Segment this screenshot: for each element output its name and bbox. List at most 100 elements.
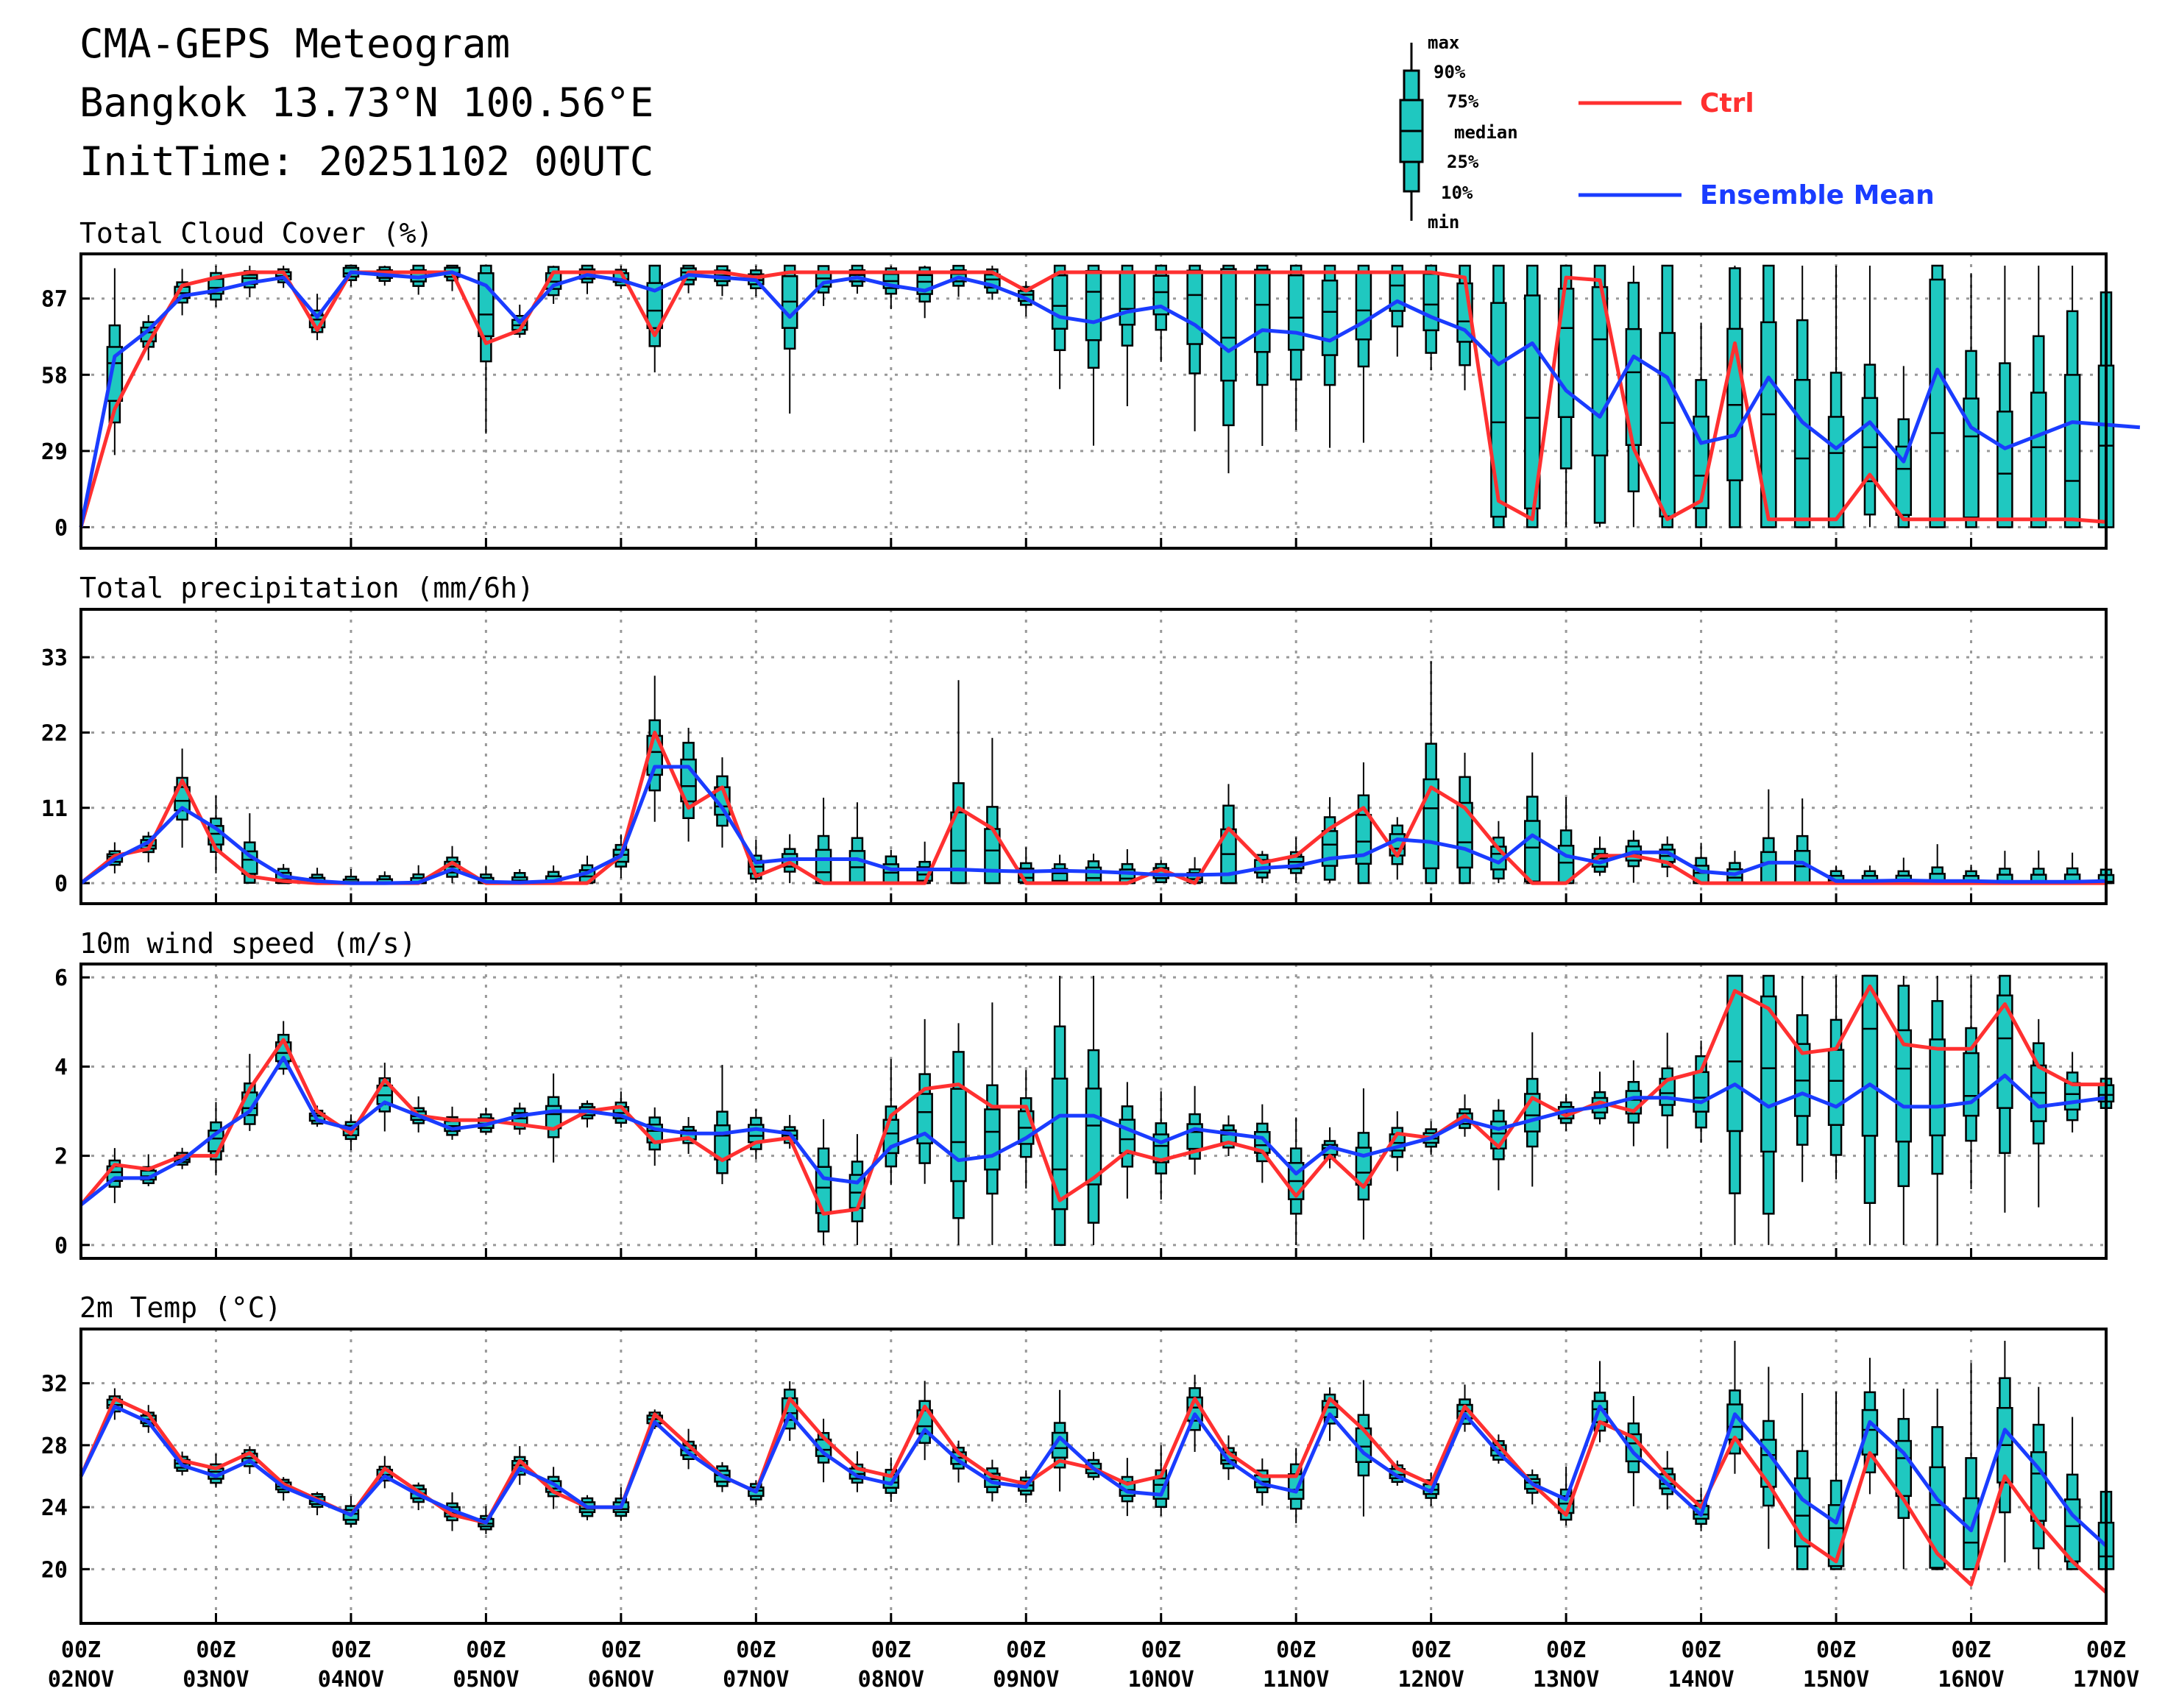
- boxplot-45: [1591, 1071, 1609, 1124]
- boxplot-58: [2030, 850, 2047, 885]
- box-inner: [2063, 1082, 2081, 1111]
- box-inner: [1659, 332, 1676, 518]
- box-inner: [1422, 778, 1439, 870]
- legend-median-label: median: [1454, 122, 1518, 143]
- box-inner: [1861, 397, 1879, 483]
- boxplot-26: [950, 680, 967, 885]
- y-tick-label: 0: [54, 871, 68, 897]
- box-inner: [1119, 1119, 1136, 1155]
- box-inner: [1895, 1029, 1913, 1143]
- boxplot-27: [984, 1002, 1001, 1245]
- box-inner: [1760, 995, 1777, 1153]
- boxplot-37: [1321, 797, 1339, 884]
- boxplot-53: [1861, 974, 1879, 1245]
- boxplot-34: [1220, 784, 1237, 885]
- x-date-label: 04NOV: [318, 1667, 384, 1693]
- boxplot-47: [1659, 264, 1676, 528]
- x-hour-label: 00Z: [736, 1637, 776, 1663]
- boxplot-32: [1152, 264, 1169, 362]
- box-inner: [1861, 974, 1879, 1137]
- panel-1: Total precipitation (mm/6h) 0 11 22 33: [41, 572, 2115, 905]
- x-date-label: 10NOV: [1128, 1667, 1194, 1693]
- x-hour-label: 00Z: [1411, 1637, 1451, 1663]
- x-axis-labels: 00Z 02NOV 00Z 03NOV 00Z 04NOV 00Z 05NOV 00Z 06NOV…: [48, 1637, 2139, 1693]
- box-inner: [646, 282, 663, 330]
- boxplot-54: [1895, 976, 1913, 1245]
- x-date-label: 13NOV: [1533, 1667, 1599, 1693]
- boxplot-36: [1287, 1117, 1305, 1245]
- box-inner: [916, 1093, 933, 1144]
- boxplot-20: [748, 1109, 765, 1160]
- box-inner: [714, 1124, 731, 1160]
- boxplot-32: [1152, 1091, 1169, 1200]
- box-inner: [1827, 1049, 1845, 1126]
- boxplot-31: [1119, 264, 1136, 407]
- x-date-label: 09NOV: [993, 1667, 1059, 1693]
- boxplot-33: [1186, 264, 1203, 432]
- x-hour-label: 00Z: [1951, 1637, 1991, 1663]
- boxplot-31: [1119, 848, 1136, 885]
- boxplot-30: [1085, 854, 1102, 885]
- y-tick-label: 6: [54, 965, 68, 991]
- box-inner: [1929, 1038, 1946, 1137]
- boxplot-39: [1389, 264, 1406, 357]
- box-inner: [1963, 1497, 1980, 1570]
- legend-p75: 75%: [1447, 91, 1479, 112]
- x-hour-label: 00Z: [1276, 1637, 1316, 1663]
- chart-title: CMA-GEPS Meteogram: [79, 21, 510, 67]
- x-hour-label: 00Z: [466, 1637, 506, 1663]
- box-inner: [1422, 272, 1439, 332]
- boxplot-57: [1996, 266, 2013, 528]
- legend-ctrl-label: Ctrl: [1700, 88, 1754, 118]
- x-date-label: 06NOV: [588, 1667, 654, 1693]
- boxplot-56: [1963, 273, 1980, 528]
- box-legend: max 90% 75% median 25% 10% min: [1399, 32, 1518, 233]
- legend-p90: 90%: [1434, 62, 1466, 82]
- x-date-label: 12NOV: [1398, 1667, 1464, 1693]
- y-tick-label: 29: [41, 439, 68, 465]
- boxplot-3: [174, 748, 191, 848]
- ensemble-mean-line: [79, 1055, 2107, 1207]
- box-inner: [1895, 445, 1913, 517]
- boxplot-22: [815, 1119, 832, 1245]
- boxplot-26: [950, 1023, 967, 1245]
- boxplot-43: [1524, 1032, 1541, 1187]
- boxplot-51: [1793, 798, 1811, 885]
- box-inner: [106, 346, 124, 402]
- legend-p25: 25%: [1447, 152, 1479, 172]
- boxplot-11: [444, 1106, 461, 1140]
- box-inner: [1929, 278, 1946, 528]
- panel-title: 10m wind speed (m/s): [79, 927, 417, 960]
- boxplot-51: [1793, 266, 1811, 528]
- box-inner: [1085, 1087, 1102, 1186]
- x-hour-label: 00Z: [331, 1637, 371, 1663]
- y-tick-label: 4: [54, 1055, 68, 1080]
- x-hour-label: 00Z: [1682, 1637, 1721, 1663]
- boxplot-18: [680, 1116, 697, 1154]
- legend-p10: 10%: [1441, 183, 1473, 203]
- boxplot-59: [2063, 852, 2081, 885]
- boxplot-55: [1929, 844, 1946, 885]
- boxplot-56: [1963, 1363, 1980, 1570]
- boxplot-9: [376, 1063, 394, 1132]
- boxplot-22: [815, 798, 832, 885]
- box-inner: [1186, 269, 1203, 345]
- panel-title: 2m Temp (°C): [79, 1291, 282, 1324]
- y-tick-label: 87: [41, 287, 68, 313]
- boxplot-42: [1490, 264, 1507, 528]
- boxplot-58: [2030, 1018, 2047, 1208]
- ensemble-mean-line: [79, 1404, 2108, 1548]
- panel-title: Total precipitation (mm/6h): [79, 572, 534, 604]
- x-hour-label: 00Z: [61, 1637, 101, 1663]
- boxplot-59: [2063, 266, 2081, 528]
- panel-frame: [79, 1328, 2108, 1625]
- box-inner: [1287, 274, 1305, 351]
- box-inner: [1051, 1077, 1069, 1211]
- boxplot-27: [984, 737, 1001, 885]
- boxplot-56: [1963, 976, 1980, 1190]
- boxplot-58: [2030, 266, 2047, 528]
- boxplot-28: [1018, 1070, 1035, 1189]
- boxplot-46: [1625, 1060, 1643, 1147]
- x-hour-label: 00Z: [871, 1637, 911, 1663]
- boxplot-35: [1254, 264, 1271, 446]
